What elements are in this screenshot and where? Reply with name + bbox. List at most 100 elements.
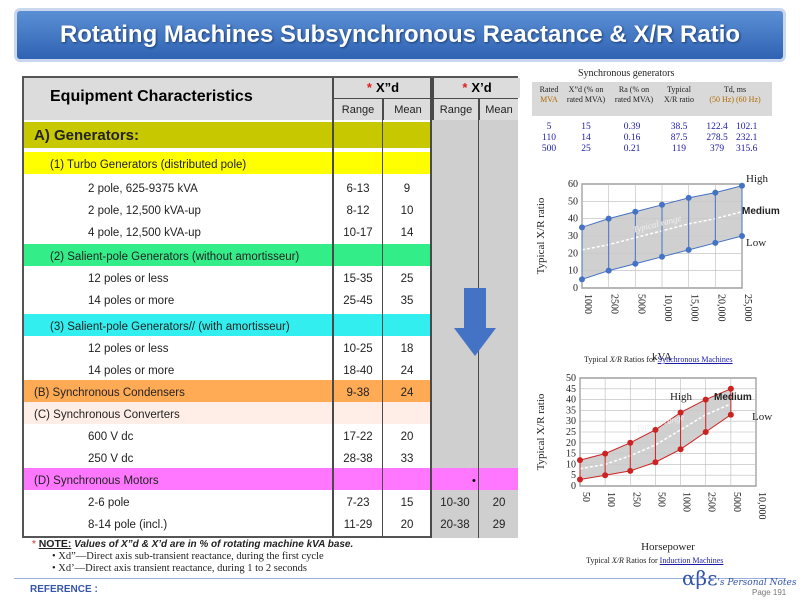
- table-row: 12 poles or less 10-25 18: [24, 338, 432, 360]
- y-axis-label: Typical X/R ratio: [535, 197, 547, 274]
- band-condensers: [24, 380, 432, 402]
- sync-table-row: 5 15 0.39 38.5 122.4 102.1: [532, 122, 772, 133]
- col-header-xd-transient: * X’d: [432, 78, 520, 98]
- cell-range: 11-29: [343, 519, 373, 531]
- cell-range: 15-35: [343, 273, 373, 285]
- table-row: 2-6 pole 7-23 15 10-30 20: [24, 492, 505, 514]
- series-label-medium: Medium: [742, 206, 780, 217]
- y-tick-label: 25: [566, 427, 576, 438]
- cell-range: 10-25: [343, 343, 373, 355]
- band-salient-1: [24, 244, 432, 266]
- note-line-transient: • Xd’—Direct axis transient reactance, d…: [52, 563, 308, 574]
- x-tick-label: 5000: [635, 294, 646, 314]
- x-tick-label: 1000: [582, 294, 593, 314]
- cell-range2: 20-38: [440, 519, 470, 531]
- cell-mean: 10: [400, 205, 414, 217]
- row-label: 12 poles or less: [88, 273, 169, 285]
- table-row: 2 pole, 12,500 kVA-up 8-12 10: [24, 200, 432, 222]
- x-tick-label: 2500: [609, 294, 620, 314]
- sync-table: Rated MVA X”d (% on rated MVA) Ra (% on r…: [532, 82, 772, 166]
- row-label: 2-6 pole: [88, 497, 130, 509]
- y-tick-label: 0: [573, 283, 578, 294]
- cell-mean: 20: [400, 519, 414, 531]
- y-tick-label: 0: [571, 481, 576, 492]
- row-label: 2 pole, 625-9375 kVA: [88, 183, 198, 195]
- cell-mean2: 20: [492, 497, 506, 509]
- chart-synchronous-xr: 0 10 20 30 40 50 60 1000 2500 5000 10,000 15,000 20,…: [535, 173, 780, 363]
- series-label-high: High: [746, 173, 769, 185]
- sync-cell-xd: 15: [581, 122, 591, 132]
- page-number: Page 191: [752, 588, 787, 597]
- cell-mean: 20: [400, 431, 414, 443]
- row-label: (D) Synchronous Motors: [34, 475, 159, 487]
- cell-range: 8-12: [346, 205, 370, 217]
- data-point: [632, 260, 639, 267]
- down-arrow-head-icon: [454, 328, 496, 356]
- x-tick-label: 20,000: [715, 294, 726, 322]
- cell-mean: 15: [400, 497, 414, 509]
- sync-head-ra: Ra (% on rated MVA): [614, 85, 654, 104]
- y-tick-label: 60: [568, 179, 578, 190]
- table-row: 2 pole, 625-9375 kVA 6-13 9: [24, 178, 432, 200]
- band-converters: [24, 402, 432, 424]
- cell-mean: 35: [400, 295, 414, 307]
- sync-head-xd: X”d (% on rated MVA): [566, 85, 606, 104]
- row-label: 14 poles or more: [88, 365, 175, 377]
- table-row: 4 pole, 12,500 kVA-up 10-17 14: [24, 222, 432, 244]
- y-tick-label: 50: [568, 196, 578, 207]
- sync-cell-t60: 232.1: [736, 133, 758, 143]
- brand-logo: αβε's Personal Notes: [682, 566, 797, 590]
- x-tick-label: 25,000: [742, 294, 753, 322]
- reference-label: REFERENCE :: [30, 584, 98, 595]
- y-tick-label: 20: [566, 438, 576, 449]
- sync-cell-ra: 0.16: [623, 133, 641, 143]
- sync-cell-t50: 122.4: [706, 122, 728, 132]
- cell-mean: 14: [400, 227, 414, 239]
- page-title: Rotating Machines Subsynchronous Reactan…: [14, 8, 786, 62]
- row-label: 12 poles or less: [88, 343, 169, 355]
- note-line-subtransient: • Xd”—Direct axis sub-transient reactanc…: [52, 551, 324, 562]
- divider: [430, 78, 432, 538]
- row-label: 2 pole, 12,500 kVA-up: [88, 205, 201, 217]
- col-subheader-range-2: Range: [432, 98, 478, 120]
- y-tick-label: 40: [566, 395, 576, 406]
- divider: [332, 78, 334, 538]
- sync-head-td: Td, ms (50 Hz) (60 Hz): [709, 85, 761, 104]
- data-point: [627, 467, 634, 474]
- motors-bullet: •: [472, 475, 476, 487]
- equipment-table: Equipment Characteristics * X”d * X’d Rang…: [22, 76, 520, 538]
- row-label: (2) Salient-pole Generators (without amo…: [50, 251, 300, 263]
- data-point: [727, 385, 734, 392]
- cell-range: 17-22: [343, 431, 373, 443]
- table-header-title: Equipment Characteristics: [24, 78, 332, 120]
- cell-mean: 18: [400, 343, 414, 355]
- series-label-medium: Medium: [714, 392, 752, 403]
- cell-range: 10-17: [343, 227, 373, 239]
- sync-cell-ra: 0.39: [623, 122, 641, 132]
- y-tick-label: 35: [566, 405, 576, 416]
- sync-cell-t60: 315.6: [736, 144, 758, 154]
- x-axis-label: Horsepower: [641, 541, 695, 553]
- row-label: (3) Salient-pole Generators// (with amor…: [50, 321, 290, 333]
- x-tick-label: 250: [630, 492, 641, 507]
- x-axis-label: kVA: [652, 351, 672, 363]
- sync-head-rated: Rated MVA: [539, 85, 559, 104]
- sync-cell-xd: 14: [581, 133, 591, 143]
- table-row: 14 poles or more 18-40 24: [24, 360, 432, 382]
- col-subheader-mean-2: Mean: [478, 98, 518, 120]
- table-row: (D) Synchronous Motors: [24, 470, 432, 492]
- sync-cell-xd: 25: [581, 144, 591, 154]
- series-label-low: Low: [746, 237, 766, 249]
- y-tick-label: 30: [566, 416, 576, 427]
- x-tick-label: 50: [580, 492, 591, 502]
- band-motors: [24, 468, 518, 490]
- sync-table-head: Rated MVA X”d (% on rated MVA) Ra (% on r…: [532, 82, 772, 116]
- row-label: 4 pole, 12,500 kVA-up: [88, 227, 201, 239]
- col-subheader-range: Range: [332, 98, 382, 120]
- cell-range: 7-23: [346, 497, 370, 509]
- divider: [382, 98, 383, 538]
- y-tick-label: 15: [566, 449, 576, 460]
- band-turbo: [24, 152, 432, 174]
- band-salient-2: [24, 314, 432, 336]
